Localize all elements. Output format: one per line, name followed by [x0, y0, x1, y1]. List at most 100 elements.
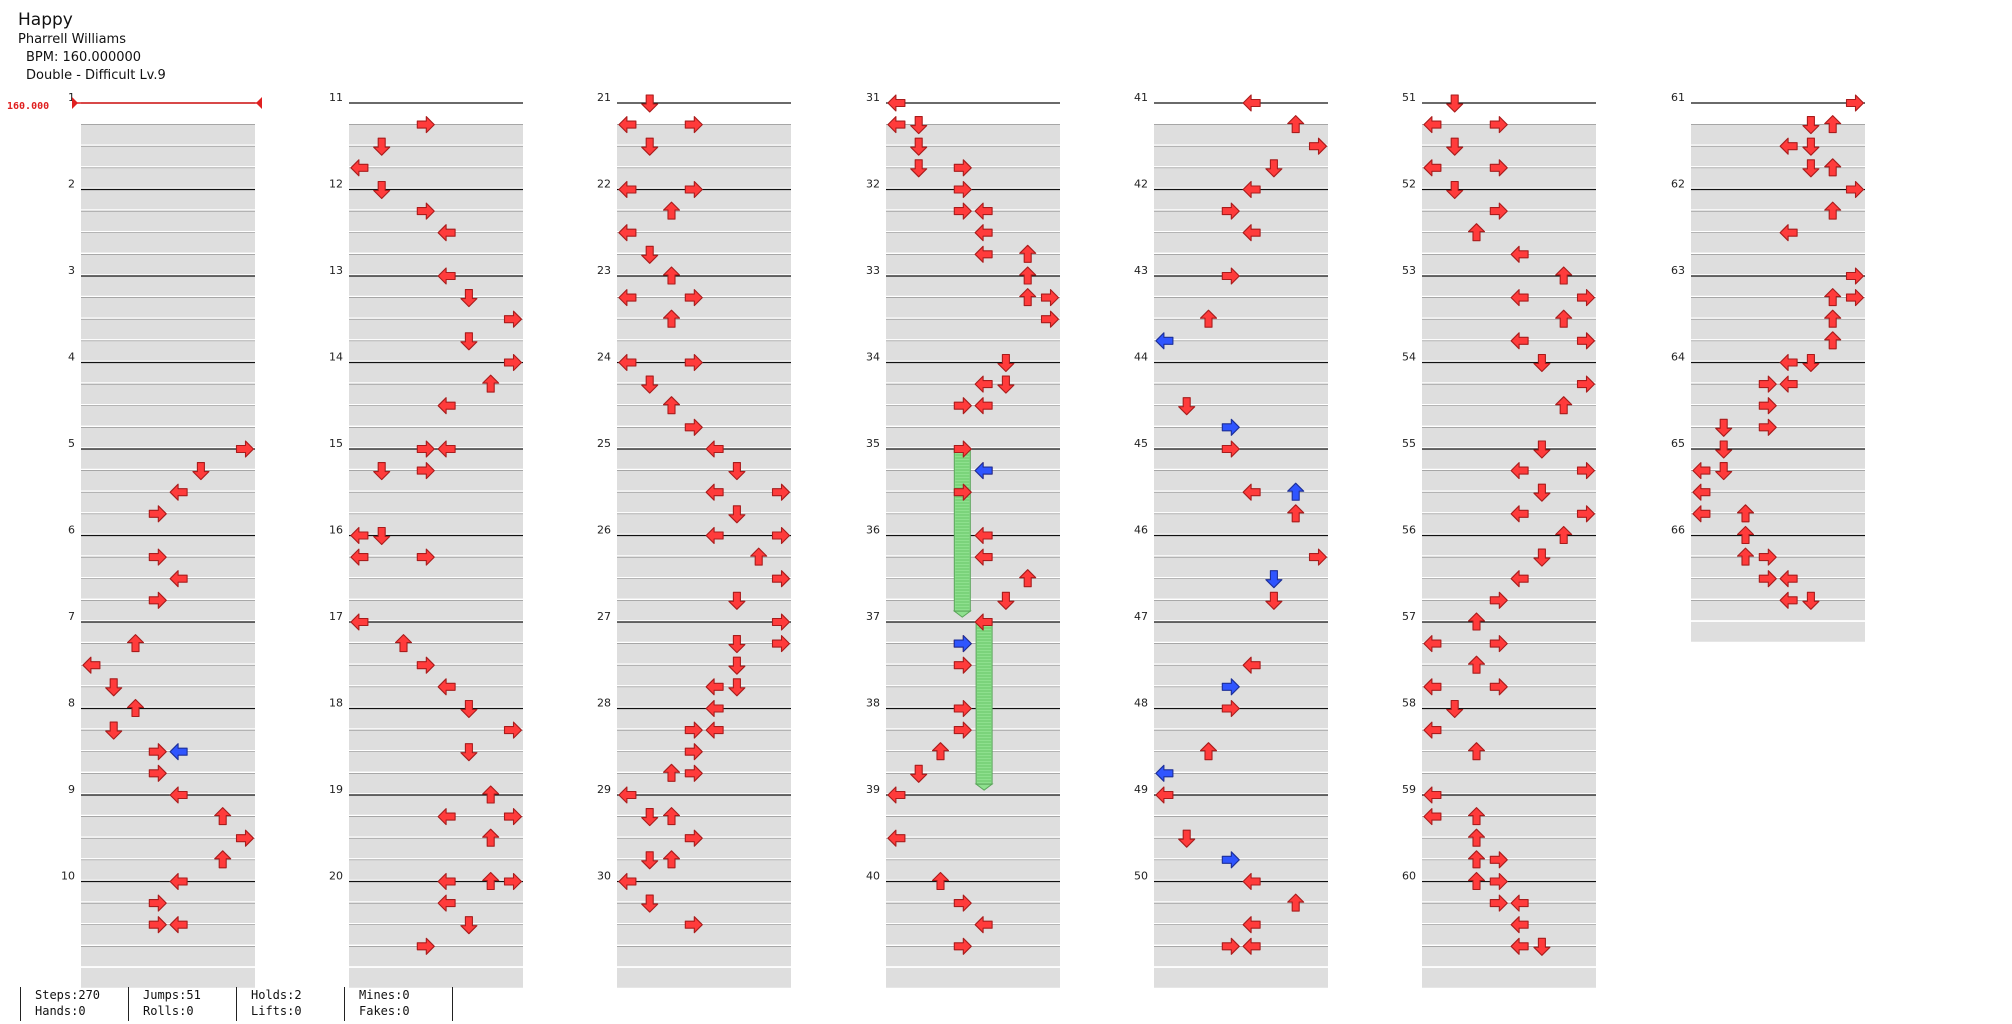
- beat-band: [886, 881, 1060, 902]
- arrow-left-note: [350, 548, 369, 566]
- arrow-left-note: [974, 375, 993, 393]
- measure-number: 13: [329, 264, 343, 277]
- beat-band: [1422, 448, 1596, 469]
- beat-band: [886, 232, 1060, 253]
- arrow-up-note: [126, 634, 145, 653]
- measure-number: 9: [68, 783, 75, 796]
- arrow-right-note: [416, 656, 435, 674]
- beat-band: [1691, 405, 1865, 426]
- beat-band: [1422, 513, 1596, 534]
- beat-band: [886, 730, 1060, 750]
- arrow-left-note: [437, 872, 456, 891]
- measure-number: 46: [1134, 524, 1148, 537]
- beat-band: [81, 665, 255, 686]
- beat-band: [81, 621, 255, 642]
- beat-band: [81, 297, 255, 318]
- arrow-right-note: [416, 548, 435, 566]
- measure-number: 22: [597, 178, 611, 191]
- arrow-left-note: [618, 872, 637, 891]
- arrow-up-note: [1824, 115, 1842, 134]
- measure-number: 14: [329, 351, 343, 364]
- beat-band: [886, 167, 1060, 188]
- song-artist: Pharrell Williams: [18, 32, 126, 47]
- arrow-left-note: [169, 483, 188, 501]
- arrow-up-note: [1555, 396, 1573, 415]
- beat-band: [81, 319, 255, 340]
- arrow-right-note: [1758, 570, 1777, 588]
- arrow-right-note: [235, 829, 255, 847]
- arrow-up-note: [1555, 525, 1573, 545]
- beat-band: [886, 275, 1060, 296]
- arrow-left-note: [1779, 591, 1798, 609]
- arrow-left-note: [1779, 570, 1798, 588]
- beat-band: [1422, 189, 1596, 210]
- arrow-down-note: [105, 678, 123, 697]
- beat-band: [81, 405, 255, 426]
- beat-band: [1691, 492, 1865, 513]
- beat-band: [1422, 384, 1596, 404]
- arrow-right-note: [1221, 851, 1240, 869]
- arrow-down-note: [1533, 548, 1551, 567]
- arrow-right-note: [684, 829, 703, 847]
- beat-band: [886, 146, 1060, 167]
- beat-band: [886, 535, 1060, 556]
- arrow-down-note: [1265, 159, 1283, 178]
- arrow-left-note: [1242, 656, 1261, 674]
- beat-band: [886, 816, 1060, 837]
- beat-band: [349, 859, 523, 880]
- beat-band: [1691, 535, 1865, 556]
- beat-band: [617, 470, 791, 491]
- beat-band: [1422, 492, 1596, 513]
- arrow-right-note: [953, 440, 972, 458]
- measure-number: 26: [597, 524, 611, 537]
- beat-band: [349, 535, 523, 556]
- measure-number: 47: [1134, 610, 1148, 623]
- beat-band: [617, 405, 791, 426]
- beat-band: [617, 708, 791, 729]
- arrow-down-note: [1715, 462, 1733, 481]
- measure-number: 52: [1402, 178, 1416, 191]
- arrow-right-note: [1221, 699, 1240, 718]
- measure-number: 54: [1402, 351, 1416, 364]
- beat-band: [617, 384, 791, 404]
- beat-band: [1691, 578, 1865, 599]
- beat-band: [1154, 275, 1328, 296]
- arrow-up-note: [662, 201, 681, 220]
- beat-band: [1154, 686, 1328, 707]
- beat-band: [617, 600, 791, 621]
- arrow-right-note: [148, 916, 167, 934]
- beat-band: [81, 643, 255, 664]
- arrow-right-note: [1845, 289, 1865, 307]
- arrow-right-note: [684, 764, 703, 782]
- measure-number: 38: [866, 697, 880, 710]
- beat-band: [81, 211, 255, 231]
- beat-band: [81, 535, 255, 556]
- arrow-right-note: [235, 440, 255, 458]
- arrow-left-note: [169, 743, 188, 761]
- arrow-right-note: [1308, 137, 1328, 155]
- arrow-left-note: [1423, 808, 1442, 826]
- beat-band: [1154, 384, 1328, 404]
- beat-band: [81, 967, 255, 988]
- arrow-right-note: [416, 116, 435, 134]
- beat-band: [1691, 319, 1865, 340]
- arrow-left-note: [82, 656, 101, 674]
- measure-number: 55: [1402, 437, 1416, 450]
- measure-number: 43: [1134, 264, 1148, 277]
- arrow-left-note: [1242, 916, 1261, 934]
- arrow-up-note: [214, 850, 232, 869]
- beat-band: [81, 189, 255, 210]
- beat-band: [1154, 794, 1328, 815]
- arrow-left-note: [1692, 483, 1711, 501]
- measure-number: 45: [1134, 437, 1148, 450]
- beat-band: [1422, 470, 1596, 491]
- arrow-left-note: [618, 116, 637, 134]
- hold-note: [952, 448, 972, 618]
- arrow-right-note: [1576, 462, 1596, 480]
- arrow-right-note: [771, 613, 791, 631]
- measure-number: 11: [329, 91, 343, 104]
- beat-band: [81, 708, 255, 729]
- measure-number: 57: [1402, 610, 1416, 623]
- arrow-down-note: [373, 180, 391, 200]
- stats-mines-fakes: Mines:0 Fakes:0: [344, 987, 410, 1021]
